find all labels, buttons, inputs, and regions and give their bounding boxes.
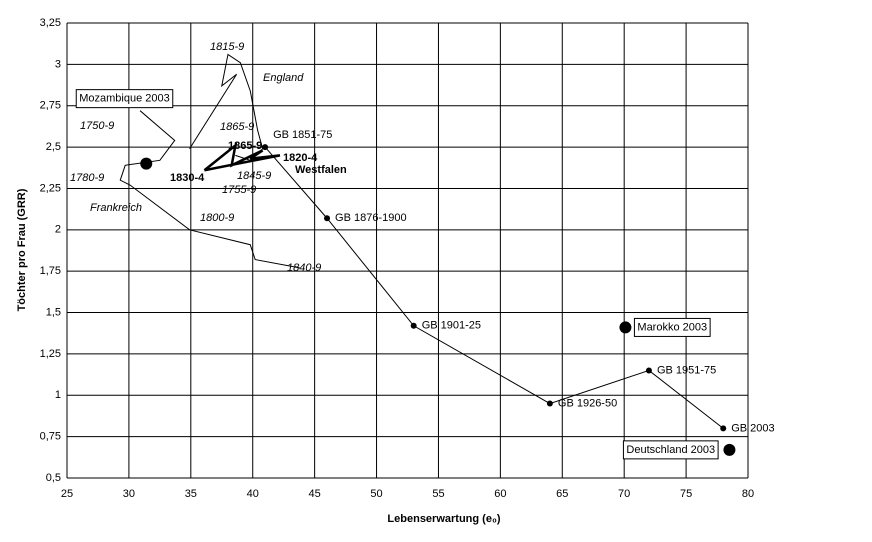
point-label: Marokko 2003: [637, 321, 707, 333]
point: [645, 367, 652, 374]
y-tick-label: 0,75: [40, 431, 61, 443]
x-tick-label: 35: [185, 488, 197, 500]
point-label: GB 2003: [731, 422, 774, 434]
y-tick-label: 1,5: [46, 306, 61, 318]
x-tick-label: 45: [309, 488, 321, 500]
x-tick-label: 30: [123, 488, 135, 500]
point: [140, 157, 153, 170]
x-tick-label: 75: [680, 488, 692, 500]
point-label: Deutschland 2003: [626, 444, 715, 456]
annotation: 1840-9: [287, 262, 321, 274]
annotation: 1815-9: [210, 41, 244, 53]
annotation: 1820-4: [283, 152, 318, 164]
y-tick-label: 3: [55, 58, 61, 70]
point-label: GB 1901-25: [422, 320, 481, 332]
point: [720, 425, 727, 432]
series-name: England: [263, 72, 304, 84]
x-tick-label: 55: [432, 488, 444, 500]
series-name: Westfalen: [295, 164, 347, 176]
x-tick-label: 40: [247, 488, 259, 500]
annotation: 1845-9: [237, 170, 271, 182]
y-tick-label: 2,75: [40, 100, 61, 112]
point-label: GB 1951-75: [657, 364, 716, 376]
y-tick-label: 1: [55, 389, 61, 401]
x-tick-label: 65: [556, 488, 568, 500]
y-tick-label: 3,25: [40, 17, 61, 29]
series-name: Frankreich: [90, 202, 142, 214]
y-tick-label: 1,75: [40, 265, 61, 277]
label-box: [633, 317, 711, 337]
point-label: GB 1876-1900: [335, 212, 407, 224]
annotation: 1865-9: [220, 121, 254, 133]
series-line: [203, 142, 281, 172]
y-tick-label: 2,5: [46, 141, 61, 153]
annotation: 1780-9: [70, 172, 104, 184]
y-tick-label: 1,25: [40, 348, 61, 360]
y-tick-label: 2,25: [40, 182, 61, 194]
series-line: [264, 146, 724, 429]
point-label: GB 1926-50: [558, 397, 617, 409]
y-tick-label: 0,5: [46, 472, 61, 484]
annotation: 1750-9: [80, 120, 114, 132]
x-axis-label: Lebenserwartung (e₀): [387, 513, 500, 525]
x-tick-label: 80: [742, 488, 754, 500]
point-label: Mozambique 2003: [79, 93, 170, 105]
annotation: 1800-9: [200, 212, 234, 224]
y-axis-label: Töchter pro Frau (GRR): [16, 188, 28, 311]
point: [324, 215, 331, 222]
x-tick-label: 50: [370, 488, 382, 500]
series-line: [119, 110, 300, 269]
x-tick-label: 25: [61, 488, 73, 500]
point: [619, 321, 632, 334]
label-box: [75, 89, 174, 109]
annotation: 1755-9: [222, 184, 256, 196]
annotation: 1830-4: [170, 172, 205, 184]
point-label: GB 1851-75: [273, 129, 332, 141]
point: [262, 144, 269, 151]
x-tick-label: 70: [618, 488, 630, 500]
x-tick-label: 60: [494, 488, 506, 500]
point: [546, 400, 553, 407]
y-tick-label: 2: [55, 224, 61, 236]
point: [723, 443, 736, 456]
point: [410, 322, 417, 329]
annotation: 1865-9: [228, 140, 262, 152]
label-box: [622, 440, 719, 460]
